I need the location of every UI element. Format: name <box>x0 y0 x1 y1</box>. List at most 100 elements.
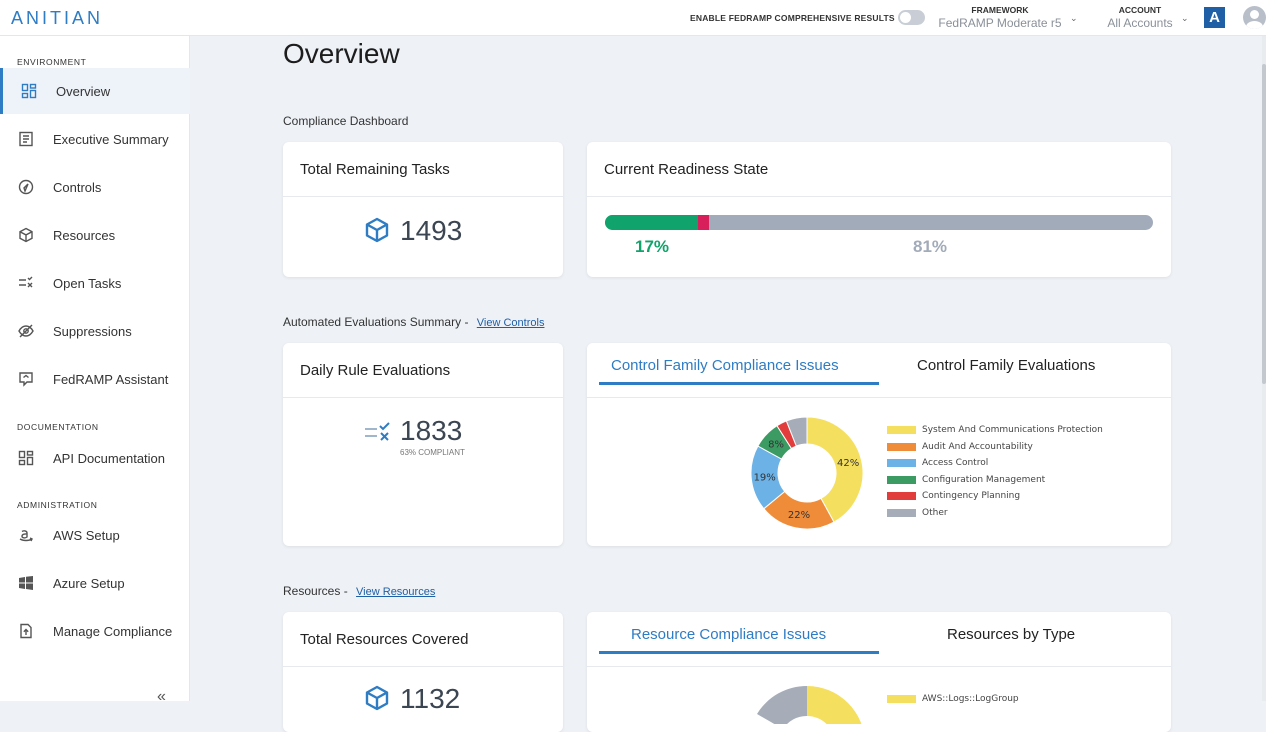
daily-rule-evaluations-value: 1833 <box>400 415 463 446</box>
scrollbar[interactable] <box>1262 36 1266 701</box>
sidebar-item-label: Manage Compliance <box>53 623 173 639</box>
legend-label: Audit And Accountability <box>922 441 1033 452</box>
tab-resources-by-type[interactable]: Resources by Type <box>947 626 1076 643</box>
legend-item[interactable]: Audit And Accountability <box>887 442 1033 452</box>
donut-slice-label: 19% <box>754 472 776 483</box>
section-documentation: DOCUMENTATION <box>17 422 99 432</box>
section-administration: ADMINISTRATION <box>17 500 98 510</box>
automated-evaluations-label: Automated Evaluations Summary - View Con… <box>283 315 545 329</box>
control-family-card: Control Family Compliance Issues Control… <box>587 343 1171 546</box>
account-value: All Accounts <box>1107 16 1173 30</box>
control-family-donut-chart: 42% 22% 19% 8% <box>750 416 864 530</box>
chevron-down-icon[interactable]: ⌄ <box>1181 13 1189 23</box>
resource-slice <box>807 686 862 724</box>
donut-slice-label: 22% <box>788 510 810 521</box>
legend-label: Access Control <box>922 458 989 469</box>
account-key: ACCOUNT <box>1118 5 1162 15</box>
compliant-percent: 63% COMPLIANT <box>400 448 465 457</box>
control-family-tabs: Control Family Compliance Issues Control… <box>587 343 1171 398</box>
anitian-logo[interactable]: ANITIAN <box>11 8 104 28</box>
legend-swatch <box>887 475 916 484</box>
sidebar-item-suppressions[interactable]: Suppressions <box>0 308 190 354</box>
readiness-red-segment <box>698 215 710 230</box>
donut-slice-0[interactable] <box>806 416 864 523</box>
legend-item[interactable]: Access Control <box>887 458 988 468</box>
readiness-progress-bar <box>605 215 1153 230</box>
account-selector[interactable]: ACCOUNT All Accounts <box>1103 5 1177 30</box>
sidebar-item-resources[interactable]: Resources <box>0 212 190 258</box>
legend-label: AWS::Logs::LogGroup <box>922 694 1019 704</box>
assistant-icon <box>19 372 33 387</box>
section-environment: ENVIRONMENT <box>17 57 87 67</box>
sidebar-item-label: Controls <box>53 179 102 195</box>
legend-label: System And Communications Protection <box>922 425 1103 435</box>
tasks-icon <box>365 422 390 441</box>
tab-control-family-compliance-issues[interactable]: Control Family Compliance Issues <box>611 357 839 374</box>
tab-control-family-evaluations[interactable]: Control Family Evaluations <box>917 357 1096 374</box>
sidebar-item-label: API Documentation <box>53 450 166 466</box>
donut-slice-label: 42% <box>837 458 859 469</box>
card-title: Daily Rule Evaluations <box>283 343 563 398</box>
chevron-down-icon[interactable]: ⌄ <box>1070 13 1078 23</box>
view-resources-link[interactable]: View Resources <box>356 586 436 598</box>
cube-icon <box>365 217 389 243</box>
page-title: Overview <box>283 38 400 69</box>
tab-resource-compliance-issues[interactable]: Resource Compliance Issues <box>631 626 827 643</box>
compliance-dashboard-label: Compliance Dashboard <box>283 114 408 128</box>
total-resources-value: 1132 <box>400 683 461 714</box>
legend-item[interactable]: Contingency Planning <box>887 491 1020 501</box>
readiness-other-percent: 81% <box>913 237 948 256</box>
resource-slice <box>757 685 807 724</box>
donut-slice-5[interactable] <box>785 416 808 447</box>
collapse-sidebar-icon[interactable]: « <box>157 688 166 705</box>
daily-rule-evaluations-card: Daily Rule Evaluations 1833 63% COMPLIAN… <box>283 343 563 546</box>
legend-label: Configuration Management <box>922 474 1046 485</box>
framework-selector[interactable]: FRAMEWORK FedRAMP Moderate r5 <box>937 5 1063 30</box>
sidebar-item-open-tasks[interactable]: Open Tasks <box>0 260 190 306</box>
legend-label: Contingency Planning <box>922 491 1021 502</box>
resource-compliance-card: Resource Compliance Issues Resources by … <box>587 612 1171 732</box>
readiness-green-segment <box>605 215 699 230</box>
legend-swatch <box>887 695 916 703</box>
legend-label: Other <box>922 508 948 518</box>
sidebar-item-api-documentation[interactable]: API Documentation <box>0 435 190 481</box>
legend-swatch <box>887 442 916 451</box>
api-icon <box>18 450 34 466</box>
sidebar-item-label: FedRAMP Assistant <box>53 371 169 387</box>
cube-icon <box>365 685 389 711</box>
framework-key: FRAMEWORK <box>971 5 1029 15</box>
card-title: Total Remaining Tasks <box>283 142 563 197</box>
sidebar: ENVIRONMENT Overview Executive Summary C… <box>0 36 190 705</box>
resource-tabs: Resource Compliance Issues Resources by … <box>587 612 1171 667</box>
sidebar-item-label: Azure Setup <box>53 575 125 591</box>
sidebar-item-overview[interactable]: Overview <box>0 68 190 114</box>
legend-item[interactable]: Other <box>887 508 948 518</box>
document-icon <box>19 131 33 147</box>
sidebar-item-controls[interactable]: Controls <box>0 164 190 210</box>
readiness-green-percent: 17% <box>635 237 670 256</box>
compliance-dashboard-text: Compliance Dashboard <box>283 114 409 128</box>
fedramp-comprehensive-toggle[interactable] <box>898 10 925 25</box>
brand-badge-icon[interactable]: A <box>1204 7 1225 28</box>
sidebar-item-label: Suppressions <box>53 323 132 339</box>
sidebar-item-executive-summary[interactable]: Executive Summary <box>0 116 190 162</box>
legend-item: AWS::Logs::LogGroup <box>887 694 1019 704</box>
donut-slice-label: 8% <box>768 439 784 450</box>
sidebar-item-aws-setup[interactable]: AWS Setup <box>0 512 190 558</box>
sidebar-item-label: Executive Summary <box>53 131 169 147</box>
sidebar-item-manage-compliance[interactable]: Manage Compliance <box>0 608 190 654</box>
sidebar-item-fedramp-assistant[interactable]: FedRAMP Assistant <box>0 356 190 402</box>
windows-icon <box>19 576 33 590</box>
sidebar-item-azure-setup[interactable]: Azure Setup <box>0 560 190 606</box>
view-controls-link[interactable]: View Controls <box>476 317 545 329</box>
compass-icon <box>18 179 34 195</box>
legend-swatch <box>887 459 916 468</box>
dashboard-icon <box>21 83 37 99</box>
legend-item[interactable]: Configuration Management <box>887 475 1045 485</box>
active-tab-indicator <box>599 651 879 654</box>
legend-swatch <box>887 492 916 501</box>
user-avatar-icon[interactable] <box>1243 6 1266 29</box>
total-resources-card: Total Resources Covered 1132 <box>283 612 563 732</box>
card-title: Current Readiness State <box>587 142 1171 197</box>
legend-item[interactable]: System And Communications Protection <box>887 425 1103 435</box>
